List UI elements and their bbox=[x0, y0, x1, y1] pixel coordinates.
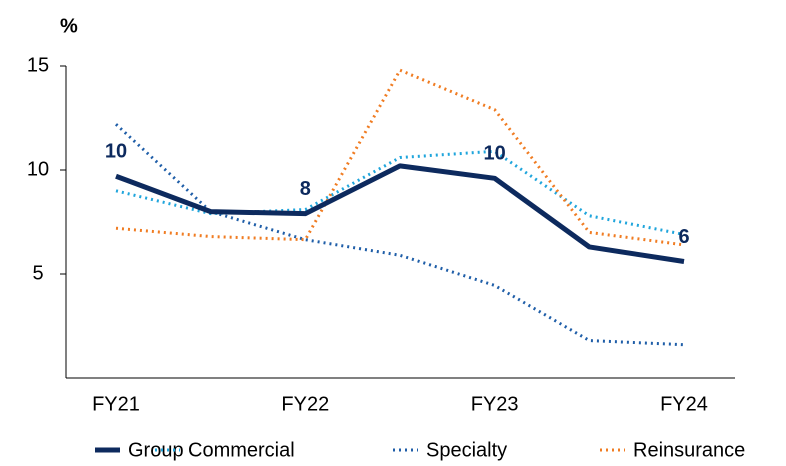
series-line bbox=[115, 163, 685, 264]
x-tick-label: FY24 bbox=[660, 393, 708, 415]
legend-label: Reinsurance bbox=[633, 439, 745, 461]
data-label: 8 bbox=[300, 178, 311, 200]
x-tick-label: FY21 bbox=[92, 393, 140, 415]
x-tick-label: FY22 bbox=[281, 393, 329, 415]
y-axis-label: % bbox=[60, 15, 78, 37]
data-label: 10 bbox=[105, 141, 127, 163]
legend-item: Commercial bbox=[155, 439, 295, 461]
data-label: 6 bbox=[678, 226, 689, 248]
legend-item: Reinsurance bbox=[600, 439, 745, 461]
y-tick-label: 5 bbox=[32, 262, 43, 284]
legend-item: Group bbox=[95, 439, 184, 461]
y-tick-label: 10 bbox=[27, 158, 49, 180]
legend-label: Specialty bbox=[426, 439, 507, 461]
legend-item: Specialty bbox=[393, 439, 507, 461]
y-tick-label: 15 bbox=[27, 54, 49, 76]
x-tick-label: FY23 bbox=[471, 393, 519, 415]
data-label: 10 bbox=[484, 143, 506, 165]
legend-label: Commercial bbox=[188, 439, 295, 461]
